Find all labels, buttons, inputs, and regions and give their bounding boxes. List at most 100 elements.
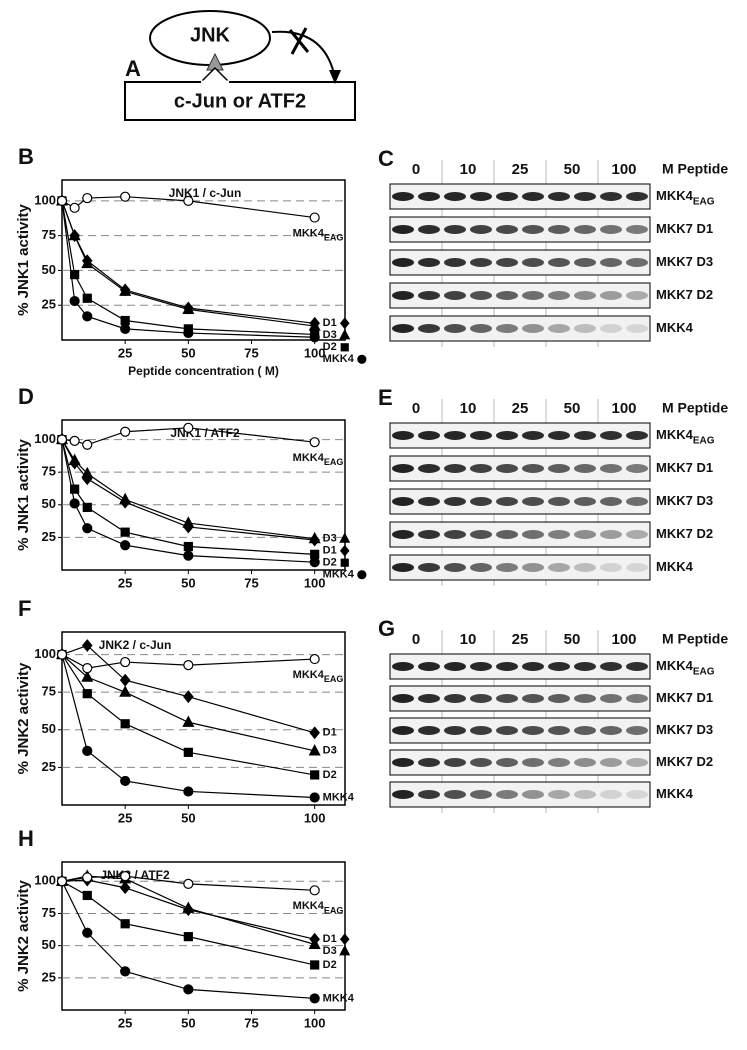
blot-band [392,694,414,703]
row-label-sub: EAG [693,667,715,678]
blot-band [548,324,570,333]
unit-label: M Peptide [662,161,728,177]
x-tick-label: 75 [244,575,258,590]
blot-band [522,790,544,799]
marker-diamond [183,520,194,534]
blot-band [548,790,570,799]
blot-strip [389,521,651,548]
lane-label: 0 [412,161,420,178]
blot-band [600,790,622,799]
blot-band [392,497,414,506]
series-label: MKK4 [323,569,355,581]
blot-band [574,291,596,300]
y-tick-label: 100 [34,646,56,661]
series-line [61,439,315,555]
y-tick-label: 25 [42,529,56,544]
blot-band [470,662,492,671]
marker-circle [183,786,194,797]
marker-circle [82,745,93,756]
marker-triangle [68,228,81,241]
row-label: MKK7 D2 [656,526,713,541]
row-label-sub: EAG [693,197,715,208]
blot-band [522,758,544,767]
x-tick-label: 75 [244,345,258,360]
lane-label: 50 [564,400,581,417]
blot-band [600,192,622,201]
diagram: A JNK c-Jun or ATF2 [124,10,356,121]
marker-square [70,484,80,494]
series-label: D3 [323,329,337,341]
blot-band [470,694,492,703]
blot-band [548,726,570,735]
marker-triangle [182,302,195,314]
blot-band [444,530,466,539]
blot-band [600,464,622,473]
y-tick-label: 50 [42,937,56,952]
plot-frame [61,419,346,571]
marker-circle [82,872,93,883]
blot-band [392,530,414,539]
blot-band [496,291,518,300]
blot-band [444,790,466,799]
panel-letter: H [18,826,34,851]
blot-band [418,530,440,539]
series-label: MKK4EAG [293,669,344,684]
y-tick-label: 100 [34,192,56,207]
blot-band [522,258,544,267]
blot-band [444,726,466,735]
blot-band [418,694,440,703]
blot-band [548,694,570,703]
blot-band [496,726,518,735]
blot-band [470,192,492,201]
marker-square [120,315,130,326]
series-label: D2 [323,959,337,971]
marker-circle [82,523,93,534]
marker-circle [82,192,93,204]
marker-circle [183,878,194,889]
x-tick-label: 25 [118,1015,132,1030]
row-label: MKK7 D3 [656,493,713,508]
marker-circle [69,498,80,509]
blot-band [600,758,622,767]
docking-notch [200,66,230,83]
blot-band [392,563,414,572]
marker-circle [56,434,68,445]
marker-square [120,527,130,537]
unit-label: M Peptide [662,400,728,416]
x-tick-label: 100 [304,810,326,825]
substrate-box [124,81,356,121]
blot-band [574,192,596,201]
x-tick-label: 100 [304,575,326,590]
series-line [61,200,315,327]
blot-band [496,431,518,440]
row-label-sub: EAG [693,436,715,447]
blot-band [522,192,544,201]
row-label: MKK4EAG [656,658,715,678]
blot-band [626,225,648,234]
blot-band [470,790,492,799]
arrow [271,30,336,79]
y-tick-label: 50 [42,496,56,511]
series-label: D1 [323,727,337,739]
series-label-sub: EAG [324,458,344,468]
blot-band [418,563,440,572]
blot-band [496,563,518,572]
series-label: D1 [323,545,337,557]
blot-band [574,258,596,267]
row-label: MKK7 D1 [656,460,713,475]
blot-band [444,497,466,506]
blot-band [392,324,414,333]
panel-letter: G [378,616,395,641]
marker-diamond [119,673,131,687]
arrow-head [329,70,341,84]
legend-marker [339,933,350,946]
marker-square [82,502,92,512]
blot-band [392,258,414,267]
series-label: MKK4EAG [293,227,344,242]
blot-band [574,662,596,671]
x-axis-label: Peptide concentration ( M) [128,364,279,378]
blot-band [444,431,466,440]
blot-band [444,258,466,267]
blot-band [418,726,440,735]
blot-band [626,497,648,506]
